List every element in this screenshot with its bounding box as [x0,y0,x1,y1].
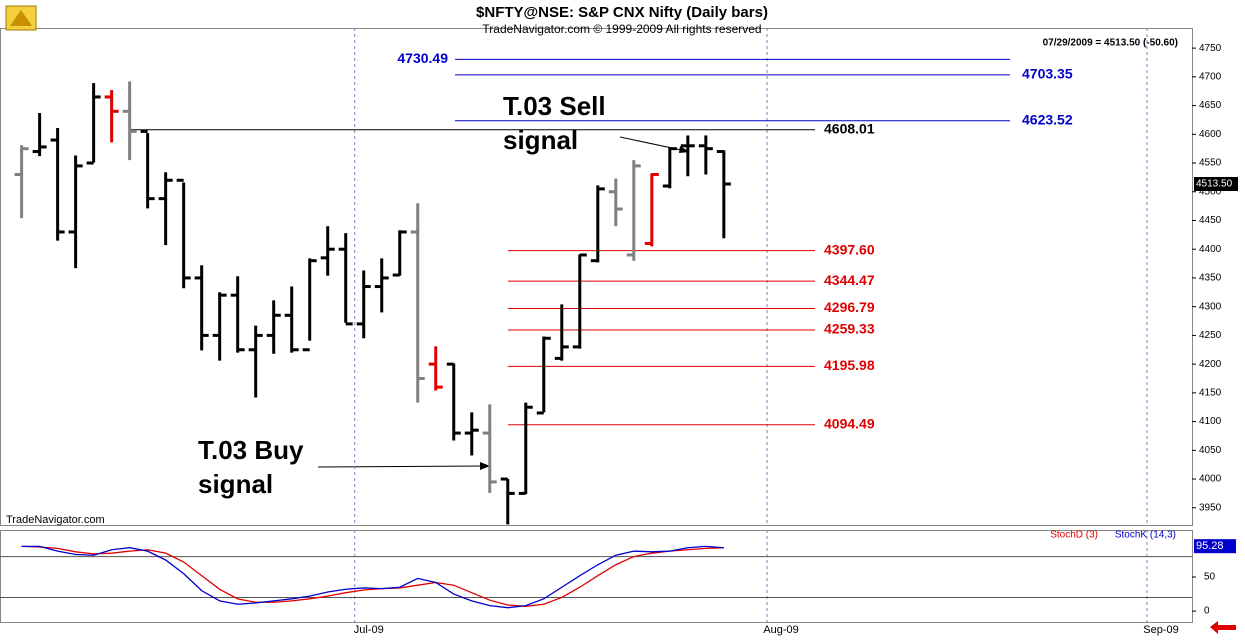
chart-title: $NFTY@NSE: S&P CNX Nifty (Daily bars) [476,4,768,21]
x-tick-label: Aug-09 [763,624,798,636]
level-label: 4259.33 [824,321,875,337]
logo-mark [10,10,32,26]
annotation: signal [198,469,273,499]
legend-entry: StochK (14,3) [1115,530,1176,541]
y-tick-label: 4750 [1199,43,1222,54]
y-tick-label: 4600 [1199,129,1222,140]
last-price-box [1194,176,1238,191]
level-label: 4094.49 [824,415,875,431]
scroll-arrow[interactable] [1210,621,1236,634]
y-tick-label: 4650 [1199,100,1222,111]
y-tick-label: 0 [1204,606,1210,617]
buy-arrow [317,462,490,470]
level-label: 4195.98 [824,357,875,373]
annotation: T.03 Buy [198,435,304,465]
arrow-head [480,462,490,470]
header-note: 07/29/2009 = 4513.50 (-50.60) [1043,38,1178,49]
legend-entry: StochD (3) [1050,530,1098,541]
stoch-line [21,545,724,607]
last-value-box [1194,539,1236,554]
level-label: 4608.01 [824,120,875,136]
y-tick-label: 4200 [1199,359,1222,370]
y-tick-label: 4700 [1199,71,1222,82]
x-tick-label: Jul-09 [354,624,384,636]
y-tick-label: 4450 [1199,215,1222,226]
price-panel-frame [0,28,1193,526]
last-value-label: 95.28 [1196,540,1224,552]
annotation: signal [503,125,578,155]
chart-subtitle: TradeNavigator.com © 1999-2009 All right… [482,22,761,36]
y-tick-label: 4050 [1199,445,1222,456]
y-tick-label: 50 [1204,572,1216,583]
level-label: 4296.79 [824,299,875,315]
stoch-panel-frame [0,530,1193,623]
level-label: 4397.60 [824,241,875,257]
level-label: 4623.52 [1022,111,1073,127]
arrow-line [317,465,485,468]
stoch-line [21,545,724,609]
annotation: T.03 Sell [503,91,606,121]
logo [5,5,37,31]
x-tick-label: Sep-09 [1143,624,1178,636]
y-tick-label: 4550 [1199,158,1222,169]
y-tick-label: 4100 [1199,416,1222,427]
y-tick-label: 4300 [1199,301,1222,312]
y-tick-label: 4350 [1199,273,1222,284]
y-tick-label: 3950 [1199,502,1222,513]
level-label: 4730.49 [397,50,448,66]
last-price-label: 4513.50 [1196,179,1233,190]
y-tick-label: 4000 [1199,474,1222,485]
y-tick-label: 4150 [1199,387,1222,398]
y-tick-label: 4400 [1199,244,1222,255]
y-tick-label: 4500 [1199,186,1222,197]
level-label: 4344.47 [824,272,875,288]
y-tick-label: 4250 [1199,330,1222,341]
watermark: TradeNavigator.com [6,514,105,526]
level-label: 4703.35 [1022,66,1073,82]
